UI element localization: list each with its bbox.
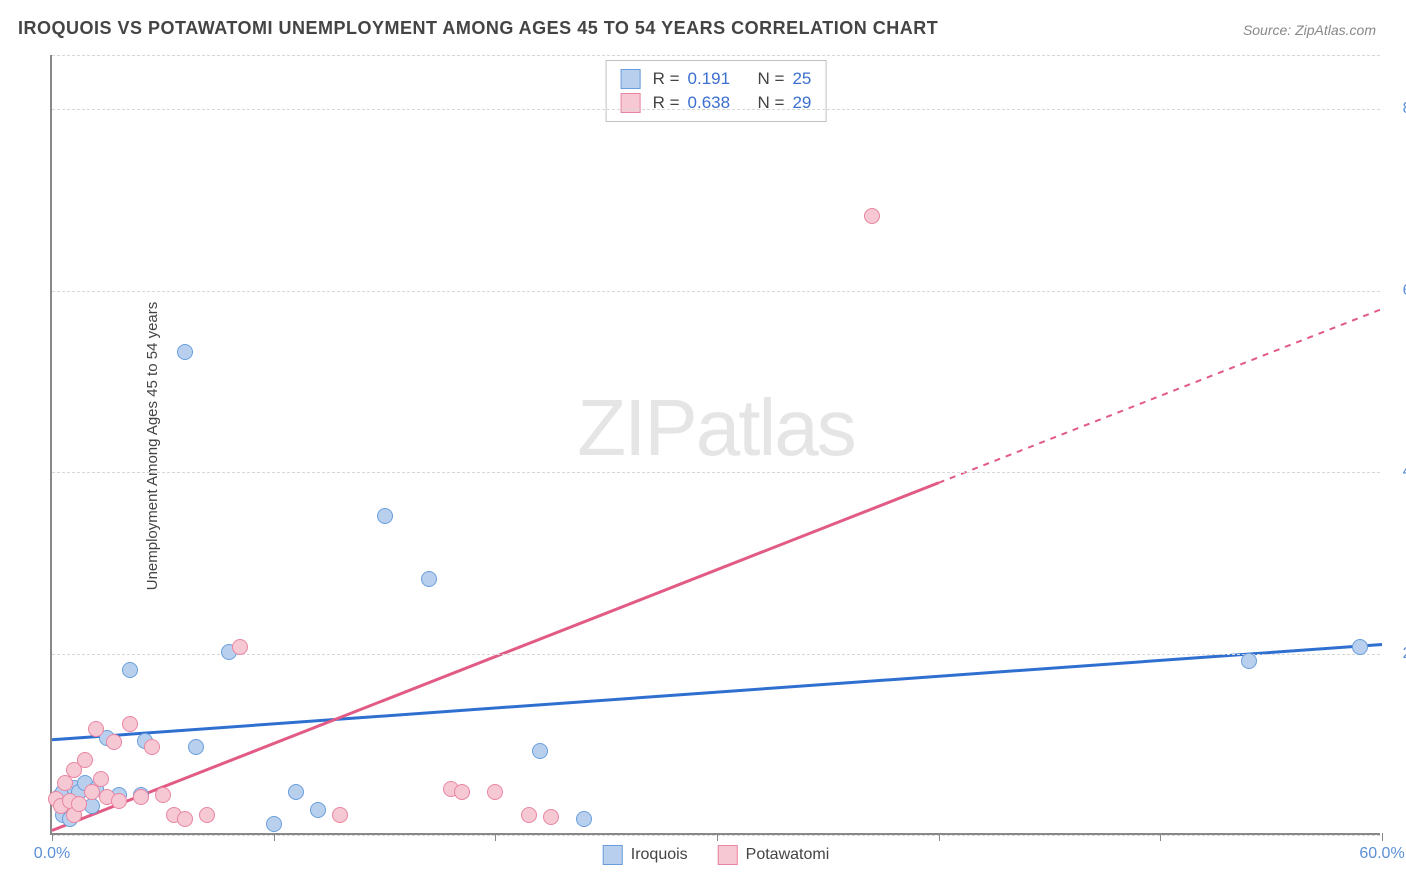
gridline	[52, 55, 1380, 56]
data-point	[84, 784, 100, 800]
data-point	[532, 743, 548, 759]
data-point	[543, 809, 559, 825]
gridline	[52, 835, 1380, 836]
trend-lines	[52, 55, 1380, 833]
y-tick-label: 20.0%	[1388, 645, 1406, 663]
legend-row: R = 0.191 N = 25	[621, 67, 812, 91]
y-tick-label: 40.0%	[1388, 463, 1406, 481]
plot-area: ZIPatlas R =0.191N =25R =0.638N =29 Iroq…	[50, 55, 1380, 835]
x-tick-mark	[274, 833, 275, 841]
data-point	[106, 734, 122, 750]
legend-item: Potawatomi	[718, 845, 830, 865]
x-tick-mark	[717, 833, 718, 841]
data-point	[93, 771, 109, 787]
source-value: ZipAtlas.com	[1295, 22, 1376, 38]
x-tick-mark	[1160, 833, 1161, 841]
data-point	[77, 752, 93, 768]
source-credit: Source: ZipAtlas.com	[1243, 22, 1376, 38]
data-point	[377, 508, 393, 524]
data-point	[177, 811, 193, 827]
legend-item: Iroquois	[603, 845, 688, 865]
legend-swatch	[621, 69, 641, 89]
data-point	[57, 775, 73, 791]
x-tick-mark	[52, 833, 53, 841]
x-tick-label: 60.0%	[1359, 845, 1404, 863]
data-point	[155, 787, 171, 803]
x-tick-mark	[939, 833, 940, 841]
y-tick-label: 60.0%	[1388, 282, 1406, 300]
legend-label: Potawatomi	[746, 846, 830, 864]
x-tick-mark	[1382, 833, 1383, 841]
data-point	[1241, 653, 1257, 669]
data-point	[71, 796, 87, 812]
data-point	[88, 721, 104, 737]
x-tick-mark	[495, 833, 496, 841]
data-point	[864, 208, 880, 224]
data-point	[288, 784, 304, 800]
r-value: 0.191	[688, 69, 740, 89]
data-point	[199, 807, 215, 823]
data-point	[188, 739, 204, 755]
legend-swatch	[603, 845, 623, 865]
data-point	[266, 816, 282, 832]
x-tick-label: 0.0%	[34, 845, 70, 863]
gridline	[52, 291, 1380, 292]
source-label: Source:	[1243, 22, 1295, 38]
data-point	[133, 789, 149, 805]
data-point	[576, 811, 592, 827]
gridline	[52, 109, 1380, 110]
gridline	[52, 472, 1380, 473]
n-label: N =	[758, 69, 785, 89]
data-point	[122, 662, 138, 678]
legend-label: Iroquois	[631, 846, 688, 864]
data-point	[177, 344, 193, 360]
data-point	[332, 807, 348, 823]
data-point	[310, 802, 326, 818]
data-point	[1352, 639, 1368, 655]
data-point	[421, 571, 437, 587]
chart-title: IROQUOIS VS POTAWATOMI UNEMPLOYMENT AMON…	[18, 18, 938, 39]
correlation-legend: R = 0.191 N = 25R =0.638N =29	[606, 60, 827, 122]
y-tick-label: 80.0%	[1388, 100, 1406, 118]
r-label: R =	[653, 69, 680, 89]
gridline	[52, 654, 1380, 655]
data-point	[487, 784, 503, 800]
legend-swatch	[718, 845, 738, 865]
data-point	[232, 639, 248, 655]
n-value: 25	[792, 69, 811, 89]
data-point	[111, 793, 127, 809]
series-legend: Iroquois Potawatomi	[603, 845, 830, 865]
data-point	[454, 784, 470, 800]
legend-row: R =0.638N =29	[621, 91, 812, 115]
data-point	[521, 807, 537, 823]
data-point	[144, 739, 160, 755]
data-point	[122, 716, 138, 732]
